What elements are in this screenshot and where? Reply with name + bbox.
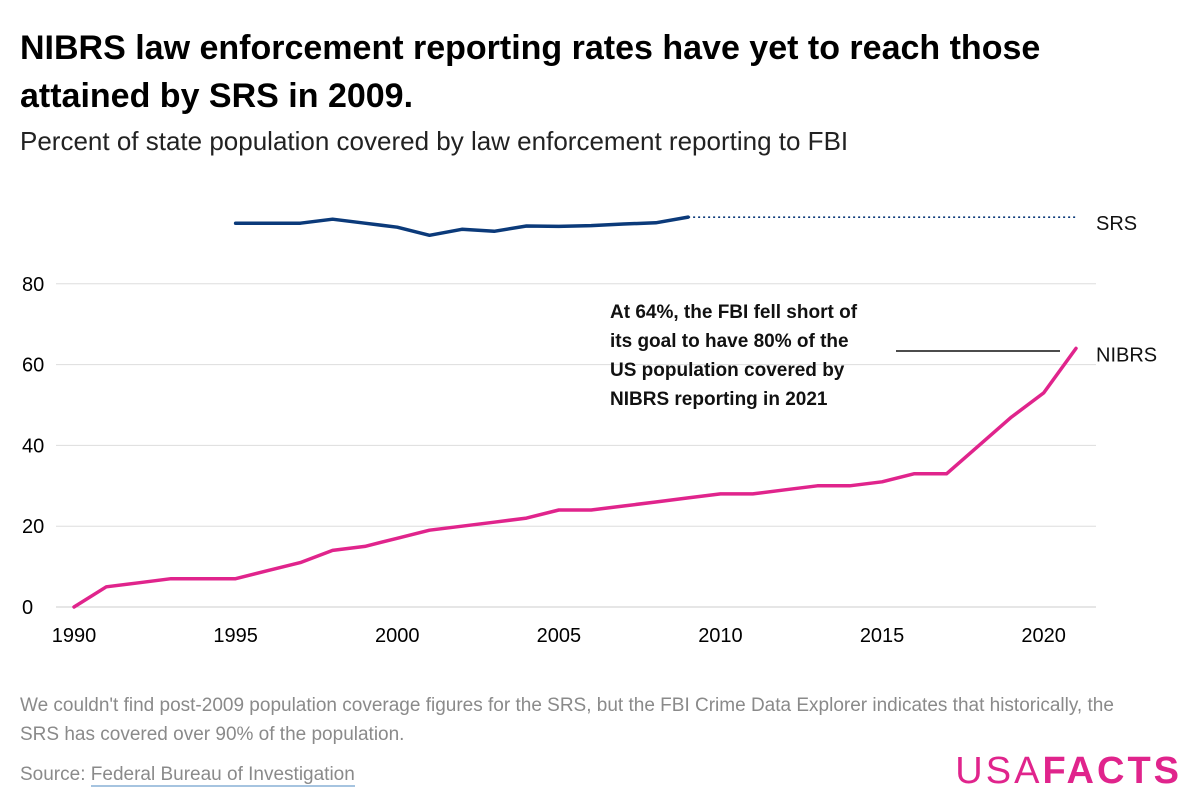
x-tick-label: 1995 [213, 625, 258, 647]
y-tick-label: 20 [22, 516, 44, 538]
logo-text-facts: FACTS [1042, 750, 1182, 792]
annotation-text-line: its goal to have 80% of the [610, 331, 849, 352]
y-tick-label: 40 [22, 435, 44, 457]
chart-title: NIBRS law enforcement reporting rates ha… [20, 29, 1041, 115]
source-line: Source: Federal Bureau of Investigation [20, 764, 355, 787]
chart-subtitle: Percent of state population covered by l… [20, 126, 849, 156]
annotation-text-line: US population covered by [610, 360, 845, 381]
x-tick-label: 2015 [860, 625, 905, 647]
x-tick-label: 1990 [52, 625, 97, 647]
logo-text-usa: USA [955, 750, 1043, 792]
y-tick-label: 80 [22, 274, 44, 296]
source-label: Source: [20, 764, 91, 785]
footnote: We couldn't find post-2009 population co… [20, 695, 1114, 745]
x-tick-label: 2020 [1021, 625, 1066, 647]
usafacts-logo: USAFACTS [955, 750, 1182, 793]
series-label-srs: SRS [1096, 213, 1137, 235]
series-line-nibrs [72, 346, 1078, 609]
series-label-nibrs: NIBRS [1096, 344, 1157, 366]
series-line-srs [233, 215, 690, 238]
x-tick-label: 2005 [537, 625, 582, 647]
x-tick-label: 2000 [375, 625, 420, 647]
annotation-text-line: At 64%, the FBI fell short of [610, 302, 858, 323]
y-tick-label: 60 [22, 355, 44, 377]
line-chart: 0 20 40 60 80 1990 1995 2000 2005 2010 2015 2020 SRS… [22, 213, 1157, 647]
source-link[interactable]: Federal Bureau of Investigation [90, 764, 355, 787]
x-tick-label: 2010 [698, 625, 743, 647]
annotation-text-line: NIBRS reporting in 2021 [610, 389, 828, 410]
y-tick-label: 0 [22, 597, 33, 619]
